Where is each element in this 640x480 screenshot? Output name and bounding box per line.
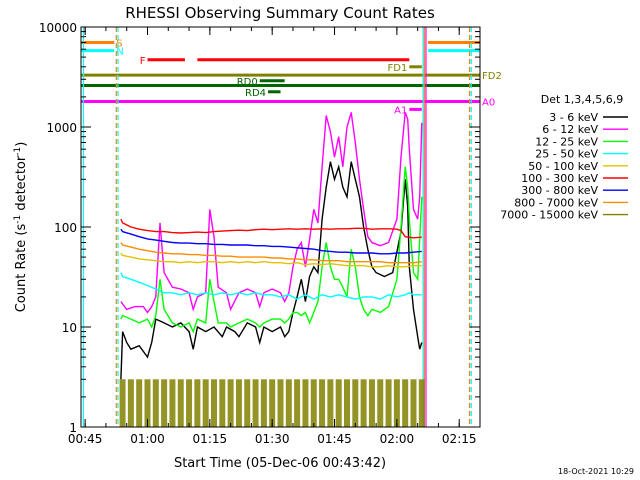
y-tick-label: 10 [62, 321, 77, 335]
series-8-bar [377, 379, 384, 427]
x-tick-label: 01:00 [130, 432, 165, 446]
legend-label: 6 - 12 keV [542, 123, 598, 136]
legend-title: Det 1,3,4,5,6,9 [541, 93, 624, 106]
x-axis: 00:45 01:00 01:15 01:30 01:45 02:00 02:15 [68, 27, 481, 446]
series-line-7 [120, 242, 422, 264]
series-8-bar [177, 379, 184, 427]
data-series [119, 112, 425, 427]
series-line-5 [120, 218, 422, 239]
legend-label: 50 - 100 keV [528, 160, 598, 173]
flag-label: F [140, 56, 146, 67]
legend-label: 100 - 300 keV [521, 172, 598, 185]
series-8-bar [269, 379, 276, 427]
series-8-bar [211, 379, 217, 427]
series-8-bar [194, 379, 201, 427]
flag-label: A0 [482, 97, 495, 108]
x-tick-label: 02:00 [380, 432, 415, 446]
series-8-bar [244, 379, 251, 427]
flag-label: RD0 [237, 77, 258, 88]
y-tick-label: 1000 [46, 121, 77, 135]
series-line-6 [120, 228, 422, 255]
series-8-bar [227, 379, 234, 427]
x-tick-label: 01:15 [193, 432, 228, 446]
y-tick-label: 10000 [39, 21, 77, 35]
y-tick-label: 100 [54, 221, 77, 235]
series-8-bar [360, 379, 367, 427]
legend-label: 7000 - 15000 keV [500, 209, 598, 222]
flag-label: FD2 [482, 71, 502, 82]
legend-label: 300 - 800 keV [521, 184, 598, 197]
x-axis-label: Start Time (05-Dec-06 00:43:42) [174, 456, 386, 471]
series-8-bar [410, 379, 417, 427]
series-8-bar [352, 379, 359, 427]
legend-label: 3 - 6 keV [549, 111, 598, 124]
series-line-0 [120, 161, 423, 380]
series-8-bar [186, 379, 193, 427]
chart-title: RHESSI Observing Summary Count Rates [125, 4, 435, 22]
series-8-bar [285, 379, 292, 427]
series-line-3 [120, 272, 422, 300]
series-8-bar [252, 379, 259, 427]
x-tick-label: 01:45 [317, 432, 352, 446]
series-8-bar [202, 379, 209, 427]
series-8-bar [294, 379, 301, 427]
y-tick-label: 1 [69, 421, 77, 435]
series-8-bar [119, 379, 126, 427]
series-8-bar [235, 379, 242, 427]
series-line-1 [120, 112, 423, 314]
series-8-bar [219, 379, 226, 427]
series-8-bar [161, 379, 168, 427]
series-8-bar [319, 379, 326, 427]
series-8-bar [136, 379, 143, 427]
x-tick-label: 00:45 [68, 432, 103, 446]
series-line-2 [120, 166, 423, 334]
flag-label: S [116, 38, 122, 49]
series-line-4 [120, 252, 422, 268]
series-8-bar [418, 379, 425, 427]
series-8-bar [402, 379, 409, 427]
generation-timestamp: 18-Oct-2021 10:29 [558, 467, 634, 476]
flag-label: FD1 [388, 63, 408, 74]
series-8-bar [344, 379, 350, 427]
series-8-bar [327, 379, 334, 427]
series-8-bar [368, 379, 375, 427]
series-8-bar [144, 379, 151, 427]
flag-label: A1 [394, 105, 407, 116]
series-8-bar [260, 379, 267, 427]
flag-label: RD4 [245, 88, 266, 99]
flag-label: N [116, 47, 123, 58]
series-8-bar [393, 379, 400, 427]
series-8-bar [335, 379, 342, 427]
series-8-bar [302, 379, 309, 427]
legend-label: 800 - 7000 keV [514, 196, 598, 209]
series-8-bar [127, 379, 134, 427]
legend-label: 12 - 25 keV [535, 135, 598, 148]
series-8-bar [310, 379, 317, 427]
x-tick-label: 02:15 [442, 432, 477, 446]
series-8-bar [152, 379, 159, 427]
legend-label: 25 - 50 keV [535, 148, 598, 161]
series-8-bar [277, 379, 284, 427]
x-tick-label: 01:30 [255, 432, 290, 446]
series-8-bar [169, 379, 176, 427]
y-axis-label: Count Rate (s-1 detector-1) [13, 142, 29, 313]
y-axis: 1 10 100 1000 10000 [39, 21, 480, 435]
series-8-bar [385, 379, 392, 427]
